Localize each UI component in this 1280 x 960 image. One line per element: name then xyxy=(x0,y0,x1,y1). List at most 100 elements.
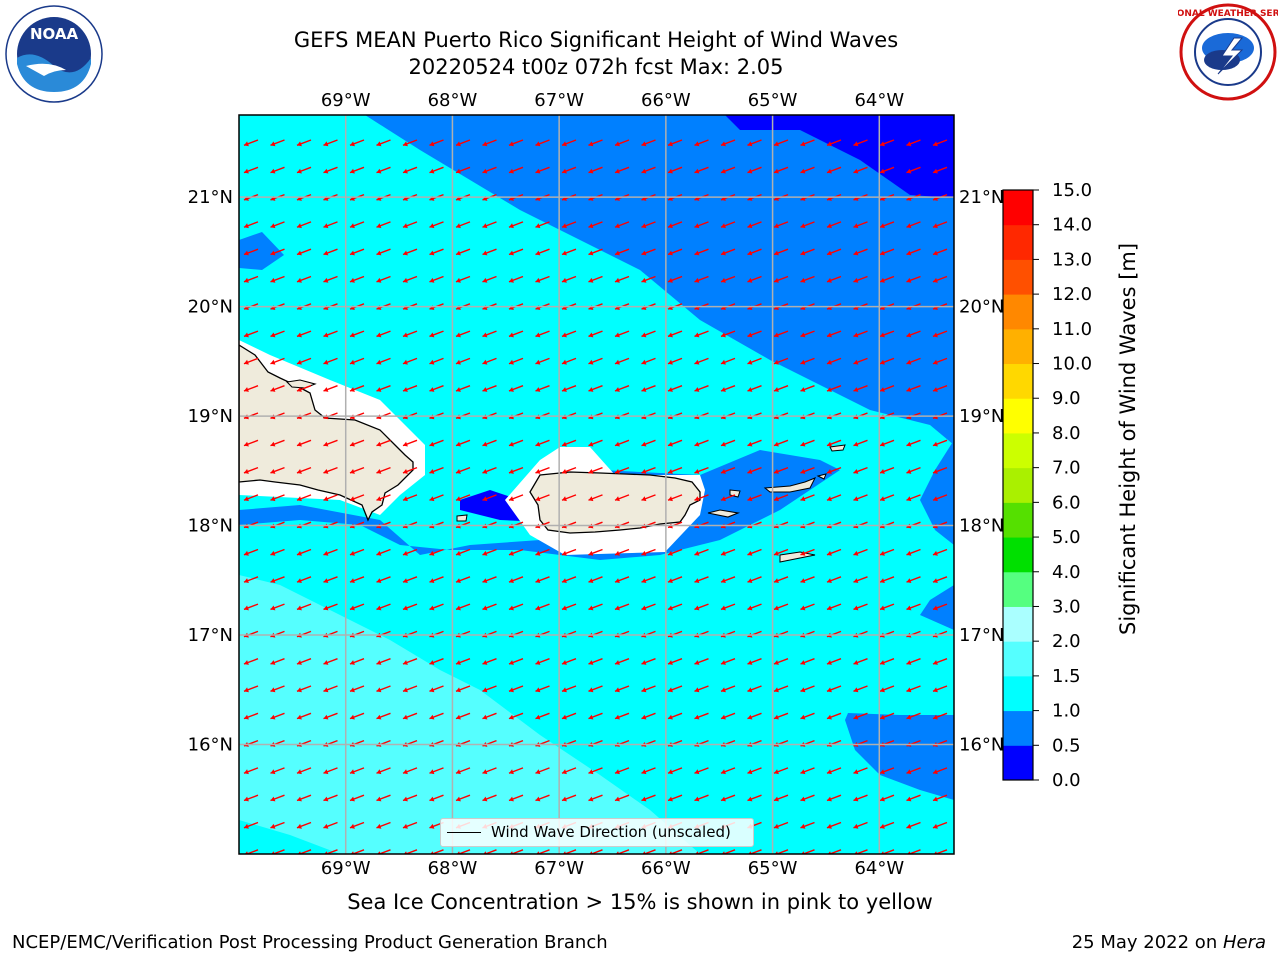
wave-arrow xyxy=(906,275,921,283)
wave-arrow xyxy=(561,275,577,283)
wave-arrow xyxy=(376,576,391,584)
land-st-croix xyxy=(779,551,816,563)
colorbar-segment xyxy=(1003,641,1033,677)
wave-arrow xyxy=(243,357,259,365)
wave-arrow xyxy=(879,466,895,474)
wave-arrow xyxy=(720,139,736,147)
wave-band-low-northeast xyxy=(725,115,954,198)
lat-label-right: 19°N xyxy=(959,406,1004,427)
wave-arrow xyxy=(588,248,603,256)
wave-arrow xyxy=(588,576,603,584)
wave-arrow xyxy=(535,685,550,693)
wave-arrow xyxy=(800,658,815,665)
wave-arrow xyxy=(667,685,683,693)
wave-arrow xyxy=(667,385,683,392)
wave-arrow xyxy=(773,494,789,502)
wave-arrow xyxy=(561,548,577,556)
wave-arrow xyxy=(879,576,895,584)
wave-arrow xyxy=(349,221,365,229)
wave-arrow xyxy=(402,248,418,256)
noaa-logo: NOAA xyxy=(5,5,103,103)
wave-arrow xyxy=(826,685,842,693)
wave-arrow xyxy=(243,221,259,229)
wave-arrow xyxy=(270,712,285,720)
wave-arrow xyxy=(402,330,418,338)
wave-arrow xyxy=(349,603,365,611)
wave-arrow xyxy=(879,385,895,392)
wave-arrow xyxy=(773,357,789,365)
wave-arrow xyxy=(323,712,338,720)
wave-arrow xyxy=(508,166,524,174)
wave-arrow xyxy=(800,603,815,611)
land-anegada xyxy=(829,444,846,452)
wave-arrow xyxy=(720,275,736,283)
wave-arrow xyxy=(535,603,550,611)
wave-arrow xyxy=(826,767,842,775)
wave-arrow xyxy=(826,548,842,556)
footer-host: Hera xyxy=(1222,932,1266,953)
wave-arrow xyxy=(800,794,815,802)
wave-arrow xyxy=(508,466,524,474)
wave-arrow xyxy=(296,794,312,802)
colorbar-tick-label: 6.0 xyxy=(1052,492,1081,513)
wave-arrow xyxy=(826,794,842,802)
wave-arrow xyxy=(853,466,868,474)
wave-arrow xyxy=(349,712,365,720)
wave-arrow xyxy=(614,603,630,611)
wave-arrow xyxy=(455,248,471,256)
wave-arrow xyxy=(667,494,683,502)
wave-arrow xyxy=(429,576,444,584)
wave-arrow xyxy=(588,494,603,502)
wave-arrow xyxy=(694,466,709,474)
wave-arrow xyxy=(323,794,338,802)
wave-arrow xyxy=(508,548,524,556)
wave-arrow xyxy=(800,330,815,338)
noaa-logo-text: NOAA xyxy=(30,25,79,43)
wave-arrow xyxy=(614,439,630,447)
wave-arrow xyxy=(270,821,285,829)
lon-label-top: 69°W xyxy=(321,90,371,111)
wave-arrow xyxy=(296,685,312,693)
wave-arrow xyxy=(906,139,921,147)
wave-arrow xyxy=(429,139,444,147)
colorbar-segment xyxy=(1003,294,1033,330)
wave-arrow xyxy=(932,248,948,256)
wave-arrow xyxy=(402,385,418,392)
colorbar-segment xyxy=(1003,675,1033,712)
wave-arrow xyxy=(853,330,868,338)
chart-title-line2: 20220524 t00z 072h fcst Max: 2.05 xyxy=(408,55,784,79)
wave-arrow xyxy=(747,275,762,283)
legend-line-sample xyxy=(447,832,481,833)
wave-arrow xyxy=(323,658,338,665)
wave-arrow xyxy=(429,548,444,556)
wave-arrow xyxy=(455,576,471,584)
wave-arrow xyxy=(376,330,391,338)
wave-arrow xyxy=(561,385,577,392)
wave-arrow xyxy=(773,330,789,338)
wave-arrow xyxy=(323,603,338,611)
wave-arrow xyxy=(667,357,683,365)
wave-arrow xyxy=(800,357,815,365)
wave-arrow xyxy=(561,221,577,229)
colorbar-tick-label: 15.0 xyxy=(1052,180,1092,201)
wave-arrow xyxy=(773,794,789,802)
wave-arrow xyxy=(270,439,285,447)
wave-arrow xyxy=(747,139,762,147)
wave-arrow xyxy=(853,685,868,693)
wave-arrow xyxy=(614,548,630,556)
wave-arrow xyxy=(826,139,842,147)
wave-arrow xyxy=(747,357,762,365)
wave-arrow xyxy=(270,658,285,665)
wave-arrow xyxy=(455,466,471,474)
colorbar-segment xyxy=(1003,328,1033,365)
wave-arrow xyxy=(296,658,312,665)
wave-arrow xyxy=(667,712,683,720)
wave-arrow xyxy=(455,439,471,447)
wave-arrow xyxy=(482,330,497,338)
wave-arrow xyxy=(641,576,656,584)
wave-arrow xyxy=(535,712,550,720)
wave-arrow xyxy=(429,712,444,720)
wave-arrow xyxy=(694,330,709,338)
wave-arrow xyxy=(641,139,656,147)
wave-arrow xyxy=(906,821,921,829)
